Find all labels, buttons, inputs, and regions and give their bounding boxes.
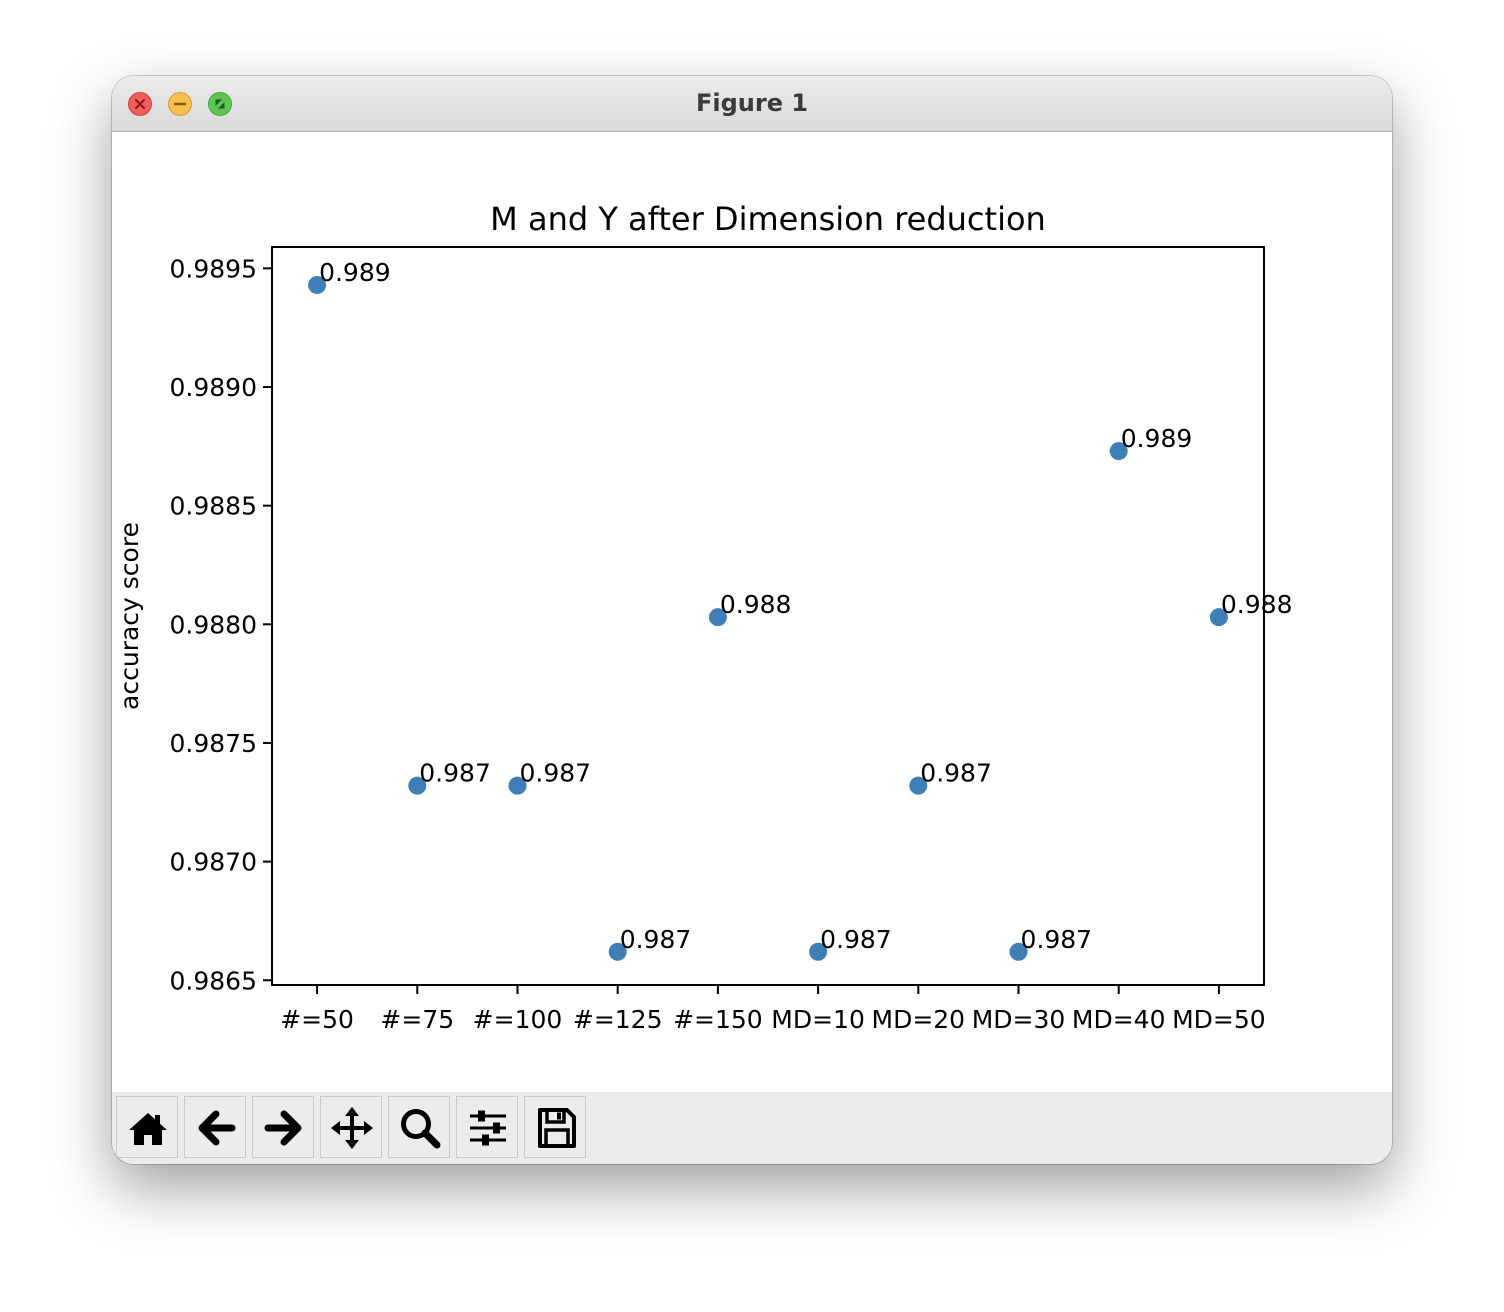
navigation-toolbar: [112, 1092, 1392, 1164]
data-point-label: 0.987: [419, 759, 491, 788]
forward-button[interactable]: [252, 1096, 314, 1158]
scatter-chart: M and Y after Dimension reduction accura…: [115, 200, 1292, 1034]
data-point: [809, 942, 828, 961]
data-point-label: 0.988: [1221, 590, 1293, 619]
y-tick-label: 0.9880: [170, 610, 257, 639]
data-point-label: 0.988: [720, 590, 792, 619]
x-tick-label: #=75: [380, 1005, 454, 1034]
x-tick-label: MD=30: [972, 1005, 1066, 1034]
save-button[interactable]: [524, 1096, 586, 1158]
data-point: [708, 608, 727, 627]
data-point-label: 0.987: [820, 925, 892, 954]
configure-subplots-button[interactable]: [456, 1096, 518, 1158]
close-icon: [135, 99, 145, 109]
pan-button[interactable]: [320, 1096, 382, 1158]
home-button[interactable]: [116, 1096, 178, 1158]
close-button[interactable]: [128, 92, 152, 116]
data-point: [909, 776, 928, 795]
y-axis-ticks: 0.9865 0.9870 0.9875 0.9880 0.9885 0.9890 0.98…: [170, 254, 272, 995]
data-point-label: 0.987: [519, 759, 591, 788]
x-tick-label: #=150: [673, 1005, 763, 1034]
data-point-label: 0.987: [920, 759, 992, 788]
y-tick-label: 0.9895: [170, 254, 257, 283]
home-icon: [129, 1113, 167, 1145]
magnifier-icon: [401, 1109, 441, 1149]
window-title: Figure 1: [695, 89, 809, 117]
arrow-right-icon: [264, 1110, 302, 1146]
figure-window: Figure 1 M and Y after Dimension reducti…: [112, 76, 1392, 1164]
sliders-icon: [470, 1110, 506, 1146]
floppy-disk-icon: [538, 1108, 576, 1148]
x-tick-label: #=100: [473, 1005, 563, 1034]
back-button[interactable]: [184, 1096, 246, 1158]
x-tick-label: MD=10: [771, 1005, 865, 1034]
x-tick-label: MD=40: [1072, 1005, 1166, 1034]
data-labels: 0.989 0.987 0.987 0.987 0.988 0.987 0.987 0.987…: [319, 258, 1292, 954]
y-axis-label: accuracy score: [115, 522, 144, 710]
data-point: [308, 275, 327, 294]
data-point-label: 0.989: [319, 258, 391, 287]
data-point: [608, 942, 627, 961]
data-point-label: 0.987: [620, 925, 692, 954]
fullscreen-icon: [215, 99, 225, 109]
figure-canvas[interactable]: M and Y after Dimension reduction accura…: [112, 132, 1392, 1092]
move-icon: [331, 1107, 373, 1149]
y-tick-label: 0.9890: [170, 373, 257, 402]
data-point-label: 0.989: [1121, 424, 1193, 453]
data-point: [408, 776, 427, 795]
data-point: [1209, 608, 1228, 627]
data-point-label: 0.987: [1021, 925, 1093, 954]
arrow-left-icon: [198, 1110, 236, 1146]
minimize-icon: [173, 102, 187, 106]
title-bar: Figure 1: [112, 76, 1392, 132]
x-tick-label: #=50: [280, 1005, 354, 1034]
y-tick-label: 0.9885: [170, 492, 257, 521]
zoom-button[interactable]: [388, 1096, 450, 1158]
y-tick-label: 0.9870: [170, 848, 257, 877]
minimize-button[interactable]: [168, 92, 192, 116]
x-tick-label: #=125: [573, 1005, 663, 1034]
y-tick-label: 0.9865: [170, 966, 257, 995]
plot-area: [271, 246, 1265, 986]
data-point: [508, 776, 527, 795]
chart-title: M and Y after Dimension reduction: [490, 200, 1046, 238]
y-tick-label: 0.9875: [170, 729, 257, 758]
data-point: [1009, 942, 1028, 961]
data-points: [308, 275, 1228, 961]
maximize-button[interactable]: [208, 92, 232, 116]
data-point: [1109, 442, 1128, 461]
x-tick-label: MD=20: [872, 1005, 966, 1034]
x-tick-label: MD=50: [1172, 1005, 1266, 1034]
x-axis-ticks: #=50 #=75 #=100 #=125 #=150 MD=10 MD=20 MD=30 MD…: [280, 985, 1266, 1034]
